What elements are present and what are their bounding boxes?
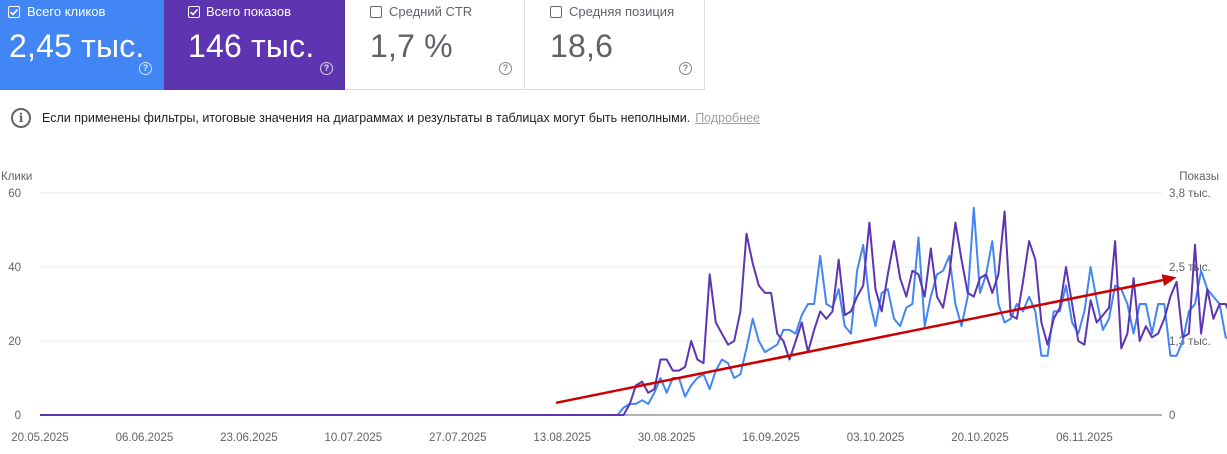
x-tick-label: 10.07.2025: [325, 432, 383, 444]
x-tick-label: 20.10.2025: [951, 432, 1009, 444]
x-tick-label: 27.07.2025: [429, 432, 487, 444]
x-tick-label: 06.06.2025: [116, 432, 174, 444]
help-icon[interactable]: ?: [139, 62, 152, 75]
x-axis-ticks: 20.05.2025 06.06.2025 23.06.2025 10.07.2025…: [11, 432, 1113, 444]
left-tick-label: 0: [15, 410, 21, 422]
x-tick-label: 03.10.2025: [847, 432, 905, 444]
left-axis-title: Клики: [1, 171, 32, 183]
arrow-head-icon: [1161, 274, 1177, 287]
metric-value: 18,6: [550, 28, 614, 64]
metric-label: Всего кликов: [27, 4, 106, 19]
x-tick-label: 30.08.2025: [638, 432, 696, 444]
x-tick-label: 13.08.2025: [533, 432, 591, 444]
trend-arrow: [555, 274, 1177, 405]
metric-label: Средний CTR: [389, 4, 473, 19]
notice-text: Если применены фильтры, итоговые значени…: [42, 111, 691, 125]
metric-label: Средняя позиция: [569, 4, 675, 19]
info-icon: i: [11, 108, 31, 128]
metric-card-ctr[interactable]: Средний CTR 1,7 % ?: [345, 0, 525, 90]
right-tick-label: 1,3 тыс.: [1169, 336, 1211, 348]
metric-card-clicks[interactable]: Всего кликов 2,45 тыс. ?: [0, 0, 164, 90]
metric-value: 146 тыс.: [188, 28, 315, 64]
metric-label: Всего показов: [206, 4, 291, 19]
metric-value: 1,7 %: [370, 28, 453, 64]
metric-value: 2,45 тыс.: [9, 28, 145, 64]
impressions-series-line: [40, 210, 1227, 416]
right-tick-label: 2,5 тыс.: [1169, 262, 1211, 274]
trend-line: [555, 278, 1164, 405]
right-axis-title: Показы: [1179, 171, 1219, 183]
left-axis-ticks: 60 40 20 0: [8, 188, 21, 422]
help-icon[interactable]: ?: [320, 62, 333, 75]
x-tick-label: 23.06.2025: [220, 432, 278, 444]
x-tick-label: 20.05.2025: [11, 432, 69, 444]
right-tick-label: 3,8 тыс.: [1169, 188, 1211, 200]
metric-card-position[interactable]: Средняя позиция 18,6 ?: [525, 0, 705, 90]
checkbox-checked-icon[interactable]: [8, 6, 20, 18]
series-lines: [40, 206, 1227, 416]
performance-chart: Клики Показы 60 40 20 0 3,8 тыс. 2,5 тыс. 1,3…: [1, 171, 1227, 444]
checkbox-unchecked-icon[interactable]: [370, 6, 382, 18]
filter-notice: i Если применены фильтры, итоговые значе…: [11, 108, 760, 128]
right-axis-ticks: 3,8 тыс. 2,5 тыс. 1,3 тыс. 0: [1169, 188, 1211, 422]
help-icon[interactable]: ?: [499, 62, 512, 75]
metric-cards: Всего кликов 2,45 тыс. ? Всего показов 1…: [0, 0, 705, 90]
grid-lines: [40, 192, 1162, 416]
checkbox-unchecked-icon[interactable]: [550, 6, 562, 18]
left-tick-label: 60: [8, 188, 21, 200]
left-tick-label: 20: [8, 336, 21, 348]
metric-card-impressions[interactable]: Всего показов 146 тыс. ?: [164, 0, 345, 90]
x-tick-label: 16.09.2025: [742, 432, 800, 444]
left-tick-label: 40: [8, 262, 21, 274]
help-icon[interactable]: ?: [679, 62, 692, 75]
x-tick-label: 06.11.2025: [1056, 432, 1113, 444]
learn-more-link[interactable]: Подробнее: [695, 111, 761, 125]
checkbox-checked-icon[interactable]: [188, 6, 200, 18]
clicks-series-line: [40, 206, 1227, 416]
right-tick-label: 0: [1169, 410, 1175, 422]
